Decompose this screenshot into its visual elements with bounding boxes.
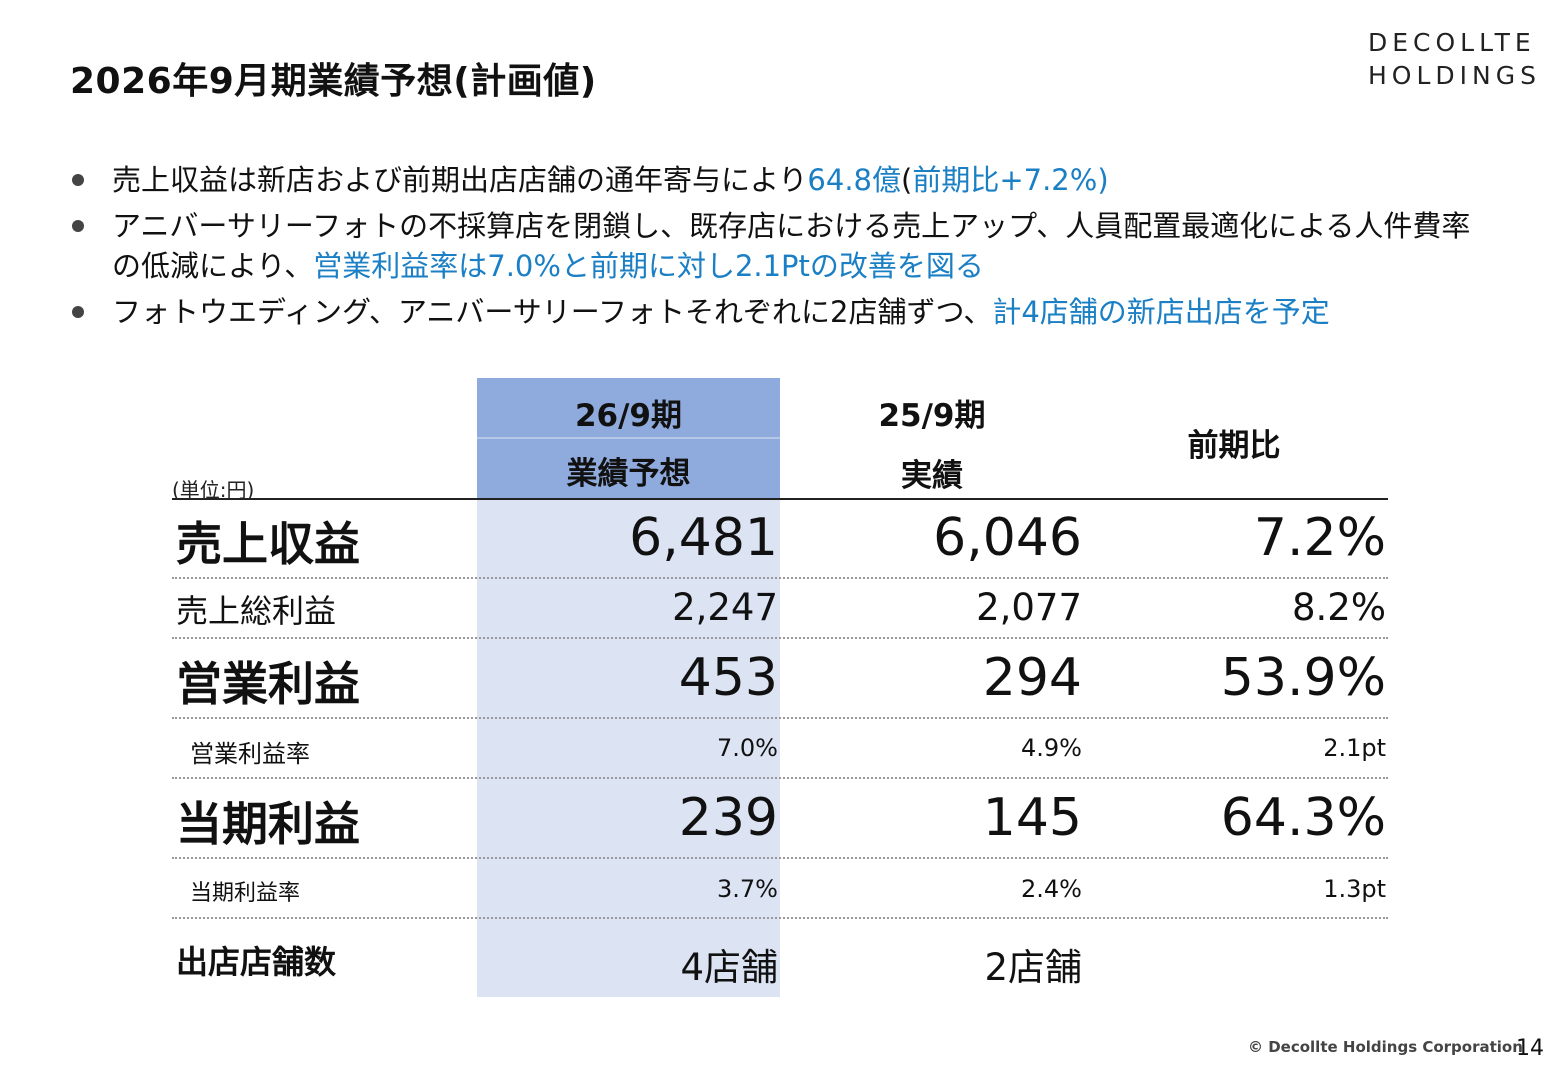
copyright-footer: © Decollte Holdings Corporation <box>1248 1038 1523 1056</box>
forecast-table: 26/9期 業績予想 25/9期 実績 前期比 (単位:円) 売上収益 6,48… <box>172 378 1388 998</box>
row-value-yoy: 64.3% <box>1220 788 1386 848</box>
bullet-text: 売上収益は新店および前期出店店舗の通年寄与により <box>112 163 808 197</box>
bullet-text: アニバーサリーフォトの不採算店を閉鎖し、既存店における売上アップ、人員配置最適化… <box>112 209 1471 283</box>
row-value-actual: 145 <box>982 788 1082 848</box>
row-value-forecast: 239 <box>678 788 778 848</box>
page-title: 2026年9月期業績予想(計画値) <box>70 61 597 102</box>
row-value-forecast: 6,481 <box>629 508 778 568</box>
bullet-text: ( <box>901 163 913 197</box>
bullet-item: フォトウエディング、アニバーサリーフォトそれぞれに2店舗ずつ、計4店舗の新店出店… <box>72 292 1472 332</box>
row-value-yoy: 53.9% <box>1220 648 1386 708</box>
bullet-item: 売上収益は新店および前期出店店舗の通年寄与により64.8億(前期比+7.2%) <box>72 160 1472 200</box>
row-value-yoy: 1.3pt <box>1323 875 1386 903</box>
bullet-dot-icon <box>72 220 84 232</box>
row-divider <box>172 857 1388 859</box>
row-label: 当期利益 <box>176 797 360 851</box>
row-value-actual: 2.4% <box>1021 875 1082 903</box>
row-value-actual: 4.9% <box>1021 734 1082 762</box>
page-number: 14 <box>1516 1036 1544 1061</box>
row-value-actual: 6,046 <box>933 508 1082 568</box>
header-col2-line2: 実績 <box>901 458 963 494</box>
bullet-list: 売上収益は新店および前期出店店舗の通年寄与により64.8億(前期比+7.2%) … <box>72 160 1472 338</box>
row-label: 当期利益率 <box>190 881 301 906</box>
row-divider <box>172 577 1388 579</box>
row-label: 出店店舗数 <box>176 943 337 981</box>
row-value-yoy: 2.1pt <box>1323 734 1386 762</box>
row-label: 営業利益率 <box>190 740 310 768</box>
row-value-forecast: 7.0% <box>717 734 778 762</box>
row-value-actual: 2,077 <box>976 586 1082 629</box>
row-value-forecast: 2,247 <box>672 586 778 629</box>
bullet-dot-icon <box>72 306 84 318</box>
bullet-highlight: ) <box>1097 163 1109 197</box>
header-col3: 前期比 <box>1187 428 1281 464</box>
row-value-forecast: 3.7% <box>717 875 778 903</box>
bullet-item: アニバーサリーフォトの不採算店を閉鎖し、既存店における売上アップ、人員配置最適化… <box>72 206 1472 286</box>
bullet-text: フォトウエディング、アニバーサリーフォトそれぞれに2店舗ずつ、 <box>112 295 993 329</box>
company-logo: DECOLLTE HOLDINGS <box>1368 26 1541 92</box>
header-col1-line2: 業績予想 <box>566 456 691 492</box>
logo-line-1: DECOLLTE <box>1368 28 1536 57</box>
header-col1-line1: 26/9期 <box>574 398 683 434</box>
row-label: 営業利益 <box>176 657 360 711</box>
row-label: 売上総利益 <box>176 592 337 630</box>
row-divider <box>172 717 1388 719</box>
row-value-forecast: 453 <box>678 648 778 708</box>
row-divider <box>172 637 1388 639</box>
logo-line-2: HOLDINGS <box>1368 61 1541 90</box>
row-divider <box>172 777 1388 779</box>
row-value-yoy: 8.2% <box>1292 586 1386 629</box>
bullet-highlight: 前期比+7.2% <box>912 163 1098 197</box>
bullet-highlight: 64.8億 <box>807 163 901 197</box>
header-col2-line1: 25/9期 <box>878 398 986 434</box>
forecast-header-divider <box>477 437 780 439</box>
row-value-yoy: 7.2% <box>1253 508 1386 568</box>
row-value-actual: 294 <box>982 648 1082 708</box>
header-rule <box>172 498 1388 500</box>
row-divider <box>172 917 1388 919</box>
bullet-dot-icon <box>72 174 84 186</box>
row-value-forecast: 4店舗 <box>680 946 778 989</box>
bullet-highlight: 計4店舗の新店出店を予定 <box>992 295 1330 329</box>
row-label: 売上収益 <box>176 517 360 571</box>
row-value-actual: 2店舗 <box>984 946 1082 989</box>
bullet-highlight: 営業利益率は7.0%と前期に対し2.1Ptの改善を図る <box>313 249 984 283</box>
